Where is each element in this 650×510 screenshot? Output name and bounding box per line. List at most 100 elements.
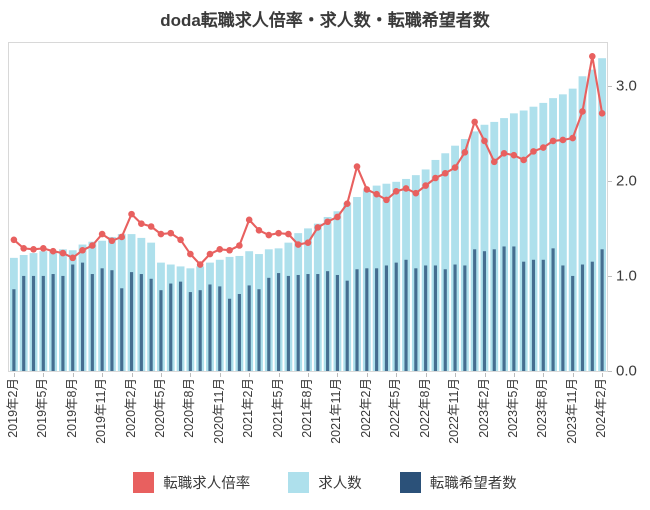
ratio-marker (334, 213, 341, 221)
bar-openings (558, 94, 567, 371)
bar-seekers (365, 268, 369, 371)
y-tick-label: 0.0 (616, 362, 637, 380)
ratio-marker (89, 242, 96, 249)
bar-openings (549, 98, 557, 371)
bar-seekers (512, 246, 516, 371)
ratio-marker (559, 136, 567, 144)
bar-seekers (267, 277, 271, 371)
bar-seekers (522, 261, 526, 371)
bar-openings (578, 76, 587, 371)
ratio-marker (598, 110, 606, 117)
ratio-marker (314, 224, 322, 231)
legend-label-openings: 求人数 (318, 476, 362, 492)
y-tick-mark (608, 275, 612, 277)
bar-seekers (306, 274, 310, 371)
bar-seekers (228, 298, 232, 371)
bar-openings (529, 106, 538, 371)
bar-seekers (22, 275, 26, 371)
chart-legend: 転職求人倍率 求人数 転職希望者数 (0, 472, 650, 493)
bar-seekers (277, 273, 281, 371)
x-tick-mark (455, 373, 456, 377)
ratio-marker (461, 149, 469, 156)
bar-seekers (100, 268, 104, 371)
bar-openings (500, 118, 508, 371)
bar-openings (441, 153, 450, 371)
bar-seekers (414, 268, 418, 371)
x-tick-label: 2020年8月 (182, 378, 197, 438)
y-tick-mark (608, 180, 612, 182)
ratio-marker (363, 186, 371, 193)
bar-seekers (51, 274, 55, 371)
ratio-marker (138, 220, 145, 227)
x-tick-label: 2023年11月 (564, 378, 579, 444)
legend-item-openings[interactable]: 求人数 (288, 472, 362, 493)
x-tick-mark (543, 373, 545, 377)
bar-seekers (110, 270, 114, 371)
bar-seekers (443, 269, 447, 371)
bar-seekers (129, 272, 134, 371)
x-tick-mark (249, 373, 251, 377)
bar-openings (480, 124, 489, 371)
bar-seekers (237, 293, 241, 371)
bar-seekers (90, 274, 94, 371)
ratio-marker (236, 242, 243, 249)
bar-openings (588, 69, 597, 371)
bar-seekers (384, 265, 388, 371)
ratio-marker (402, 185, 410, 192)
legend-item-ratio[interactable]: 転職求人倍率 (133, 472, 250, 493)
x-tick-label: 2020年5月 (153, 378, 167, 438)
ratio-marker (441, 169, 449, 177)
ratio-marker (59, 249, 67, 257)
bar-seekers (159, 290, 163, 371)
x-tick-mark (602, 373, 604, 377)
ratio-marker (10, 236, 18, 244)
chart-title: doda転職求人倍率・求人数・転職希望者数 (160, 11, 490, 30)
legend-label-seekers: 転職希望者数 (429, 476, 517, 492)
ratio-marker (187, 250, 194, 258)
ratio-marker (569, 134, 576, 142)
x-tick-label: 2023年8月 (535, 378, 550, 438)
bar-seekers (453, 264, 457, 371)
ratio-marker (196, 261, 204, 268)
ratio-marker (530, 148, 537, 155)
ratio-marker (40, 245, 47, 252)
bar-seekers (531, 259, 536, 371)
x-tick-label: 2019年5月 (35, 378, 50, 438)
ratio-marker (69, 254, 77, 262)
ratio-marker (412, 189, 420, 197)
bar-seekers (120, 288, 124, 371)
bar-seekers (169, 283, 173, 371)
ratio-marker (118, 233, 126, 241)
bar-seekers (355, 269, 359, 371)
ratio-marker (147, 223, 155, 230)
ratio-marker (216, 246, 224, 253)
x-tick-label: 2022年11月 (447, 378, 461, 444)
bar-seekers (345, 280, 349, 371)
ratio-marker (49, 247, 57, 255)
legend-item-seekers[interactable]: 転職希望者数 (399, 472, 517, 493)
bar-series-demand (12, 246, 604, 371)
y-tick-mark (608, 371, 612, 372)
y-tick-label: 1.0 (616, 267, 637, 285)
ratio-marker (177, 236, 184, 244)
ratio-marker (490, 158, 498, 166)
x-tick-mark (219, 373, 221, 377)
x-tick-mark (484, 373, 486, 377)
ratio-marker (167, 229, 175, 237)
x-tick-label: 2019年2月 (5, 378, 20, 438)
bar-seekers (188, 292, 192, 371)
ratio-marker (20, 245, 27, 252)
bar-seekers (424, 265, 428, 371)
bar-seekers (198, 290, 202, 371)
ratio-marker (98, 230, 106, 238)
x-tick-mark (43, 373, 45, 377)
bar-seekers (296, 274, 300, 371)
ratio-marker (549, 137, 557, 145)
x-tick-mark (572, 373, 574, 377)
x-tick-label: 2019年8月 (64, 378, 79, 438)
ratio-marker (579, 108, 586, 115)
x-tick-label: 2020年2月 (123, 378, 138, 438)
ratio-marker (157, 230, 165, 238)
x-tick-label: 2019年11月 (94, 378, 109, 444)
